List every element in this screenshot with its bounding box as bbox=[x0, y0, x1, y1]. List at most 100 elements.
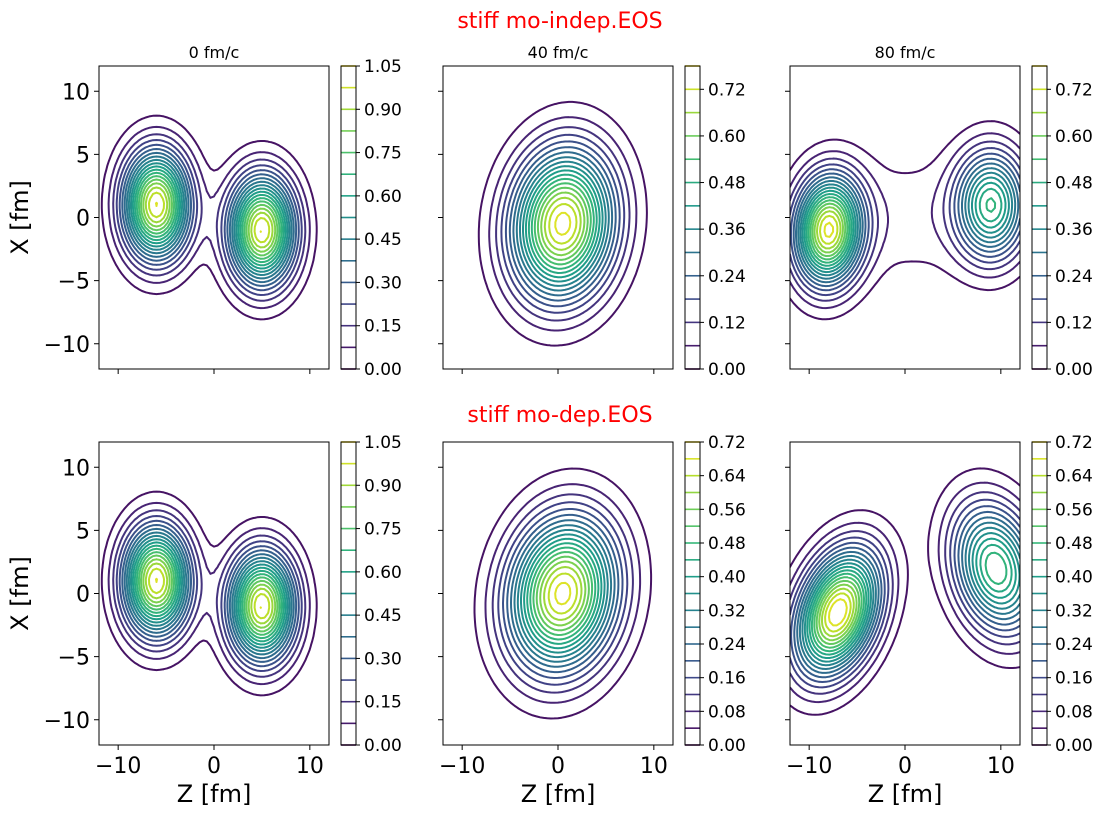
contour-level bbox=[131, 541, 287, 646]
contour-level bbox=[536, 186, 589, 261]
contour-level bbox=[533, 182, 592, 266]
contour-lines bbox=[100, 490, 318, 697]
contour-level bbox=[140, 554, 279, 633]
colorbar-tick-label: 0.64 bbox=[708, 467, 746, 487]
colorbar-tick-label: 0.00 bbox=[708, 736, 746, 756]
contour-level bbox=[524, 169, 601, 279]
contour-level bbox=[130, 538, 289, 649]
colorbar-tick-label: 0.24 bbox=[1055, 635, 1093, 655]
contour-level bbox=[508, 146, 617, 302]
contour-level bbox=[107, 125, 311, 310]
contour-level bbox=[790, 498, 1020, 689]
contour-level bbox=[148, 191, 271, 244]
contour-level bbox=[115, 515, 303, 672]
panel-title: 80 fm/c bbox=[875, 43, 936, 62]
colorbar-frame bbox=[1031, 65, 1048, 370]
contour-level bbox=[803, 532, 1020, 663]
contour-level bbox=[516, 528, 609, 659]
colorbar-tick-label: 0.15 bbox=[364, 317, 402, 337]
x-tick-label: 10 bbox=[640, 754, 668, 779]
contour-level bbox=[131, 165, 287, 270]
colorbar: 0.00 0.12 0.24 0.36 0.48 0.60 0.72 bbox=[684, 65, 746, 380]
colorbar-tick-label: 0.45 bbox=[364, 230, 402, 250]
row-title: stiff mo-indep.EOS bbox=[457, 9, 662, 34]
contour-level bbox=[790, 140, 1020, 302]
contour-lines bbox=[790, 120, 1020, 321]
x-tick-label: 10 bbox=[987, 754, 1015, 779]
contour-level bbox=[488, 116, 638, 332]
contour-level bbox=[813, 206, 844, 254]
contour-level bbox=[821, 587, 855, 638]
colorbar-tick-label: 0.90 bbox=[364, 100, 402, 120]
panel: 10 5 0 −5 −10 0 fm/c X [fm] 0.00 0.15 0.30 0.45 0.6… bbox=[6, 43, 402, 380]
contour-level bbox=[801, 526, 1020, 667]
contour-level bbox=[477, 100, 648, 347]
colorbar-tick-label: 0.30 bbox=[364, 273, 402, 293]
contour-level bbox=[133, 168, 285, 267]
contour-level bbox=[790, 132, 1020, 310]
contour-level bbox=[828, 598, 848, 627]
contour-level bbox=[112, 509, 307, 678]
colorbar-tick-label: 0.00 bbox=[708, 360, 746, 380]
contour-level bbox=[808, 543, 1013, 656]
contour-level bbox=[805, 187, 1003, 267]
contour-level bbox=[137, 175, 281, 260]
colorbar-tick-label: 0.60 bbox=[1055, 127, 1093, 147]
colorbar-tick-label: 0.72 bbox=[1055, 80, 1093, 100]
contour-level bbox=[790, 147, 1020, 297]
panel: 40 fm/c 0.00 0.12 0.24 0.36 0.48 0.60 0.72 bbox=[438, 43, 746, 380]
panel: −10 0 10 Z [fm] 0.00 0.08 0.16 0.24 0.32 0.40 0.48… bbox=[785, 433, 1093, 808]
contour-level bbox=[497, 501, 629, 686]
contour-level bbox=[100, 114, 318, 321]
contour-level bbox=[513, 524, 613, 663]
colorbar-tick-label: 0.36 bbox=[708, 220, 746, 240]
contour-level bbox=[790, 152, 1020, 292]
colorbar-tick-label: 0.60 bbox=[708, 127, 746, 147]
contour-level bbox=[547, 572, 578, 615]
colorbar-tick-label: 0.75 bbox=[364, 144, 402, 164]
colorbar-tick-label: 0.48 bbox=[708, 174, 746, 194]
contour-level bbox=[115, 139, 303, 296]
contour-level bbox=[510, 519, 616, 668]
contour-level bbox=[797, 167, 1017, 280]
x-tick-label: −10 bbox=[439, 754, 485, 779]
contour-level bbox=[819, 214, 839, 245]
colorbar-tick-label: 0.48 bbox=[1055, 534, 1093, 554]
contour-level bbox=[798, 521, 1020, 670]
y-axis-label: X [fm] bbox=[6, 556, 34, 631]
contour-level bbox=[121, 524, 298, 663]
contour-lines bbox=[790, 467, 1020, 716]
colorbar-tick-label: 0.48 bbox=[1055, 174, 1093, 194]
contour-level bbox=[473, 467, 653, 720]
contour-level bbox=[519, 160, 607, 287]
colorbar-tick-label: 0.00 bbox=[364, 736, 402, 756]
panel-title: 0 fm/c bbox=[189, 43, 240, 62]
colorbar-tick-label: 0.75 bbox=[364, 520, 402, 540]
contour-level bbox=[127, 534, 291, 652]
colorbar-tick-label: 0.40 bbox=[1055, 568, 1093, 588]
y-tick-label: 5 bbox=[76, 143, 90, 168]
colorbar-tick-label: 0.24 bbox=[708, 635, 746, 655]
contour-level bbox=[512, 151, 614, 297]
x-tick-label: 0 bbox=[551, 754, 565, 779]
contour-level bbox=[523, 537, 603, 650]
contour-level bbox=[823, 221, 835, 238]
panel-title: 40 fm/c bbox=[528, 43, 589, 62]
colorbar-tick-label: 0.56 bbox=[708, 500, 746, 520]
contour-level bbox=[790, 491, 1020, 695]
contour-level bbox=[554, 581, 572, 606]
colorbar-tick-label: 0.40 bbox=[708, 568, 746, 588]
contour-lines bbox=[100, 114, 318, 321]
colorbar: 0.00 0.08 0.16 0.24 0.32 0.40 0.48 0.56 0.64 0.72 bbox=[684, 433, 746, 756]
contour-level bbox=[811, 202, 847, 257]
contour-level bbox=[155, 577, 262, 609]
colorbar-tick-label: 0.24 bbox=[708, 267, 746, 287]
colorbar: 0.00 0.08 0.16 0.24 0.32 0.40 0.48 0.56 0.64 0.72 bbox=[1031, 433, 1093, 756]
contour-level bbox=[790, 467, 1020, 716]
contour-level bbox=[810, 551, 1008, 653]
colorbar-frame bbox=[1031, 441, 1048, 746]
contour-level bbox=[495, 126, 631, 322]
contour-level bbox=[100, 490, 318, 697]
contour-level bbox=[801, 176, 1010, 274]
contour-level bbox=[504, 140, 621, 308]
